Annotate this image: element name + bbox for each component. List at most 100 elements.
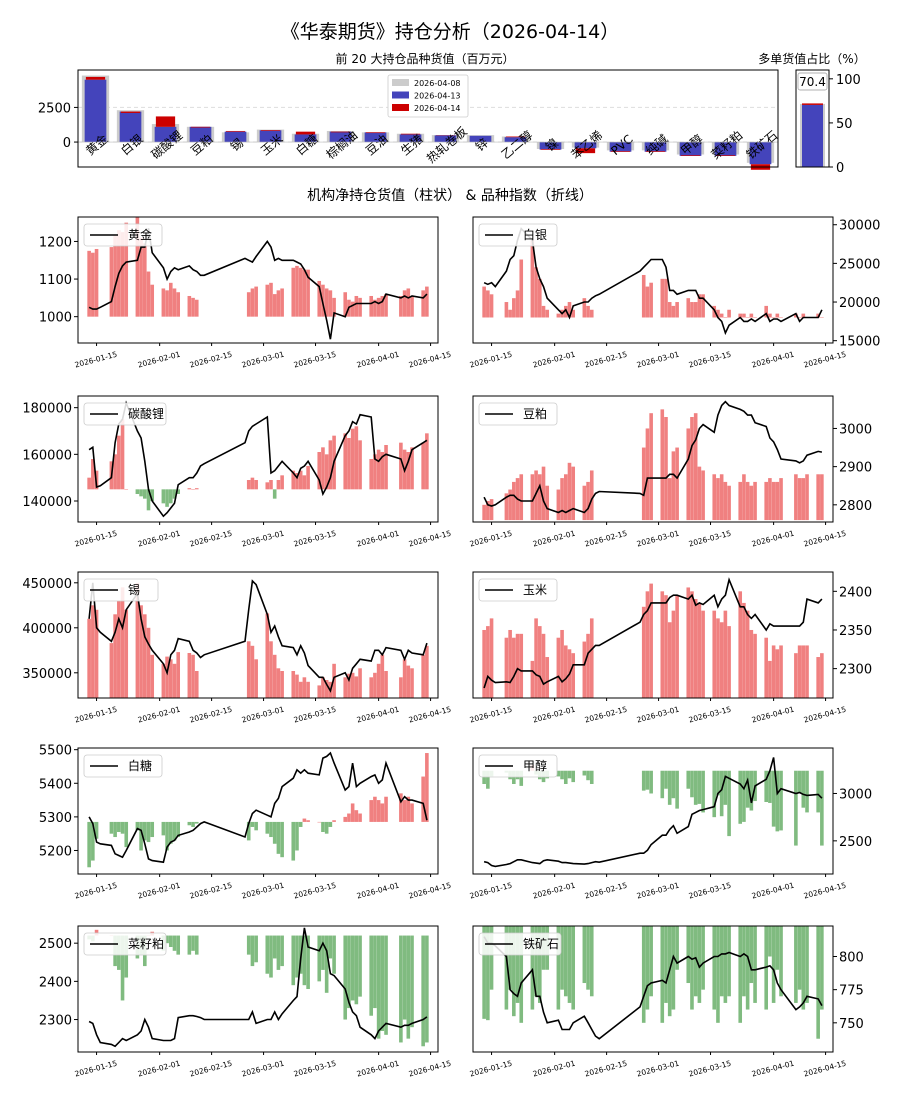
panel-bar bbox=[512, 298, 516, 317]
panel-bar bbox=[779, 771, 783, 831]
panel-bar bbox=[646, 926, 650, 1010]
panel-bar bbox=[247, 936, 251, 955]
top20-bar-d3 bbox=[156, 116, 175, 126]
panel-bar bbox=[727, 926, 731, 996]
panel-bar bbox=[586, 482, 590, 520]
panel-bar bbox=[660, 591, 664, 698]
panel-bar bbox=[277, 668, 281, 698]
panel-bar bbox=[720, 622, 724, 698]
panel-bar bbox=[117, 436, 121, 490]
panel-bar bbox=[269, 283, 273, 317]
panel-bar bbox=[590, 310, 594, 318]
panel-bar bbox=[586, 306, 590, 318]
panel-xtick-label: 2026-04-01 bbox=[751, 705, 796, 725]
panel-bar bbox=[668, 302, 672, 317]
panel-xtick-label: 2026-02-01 bbox=[532, 705, 577, 725]
panel-bar bbox=[772, 771, 776, 827]
panel-bar bbox=[508, 490, 512, 521]
page-title: 《华泰期货》持仓分析（2026-04-14） bbox=[281, 21, 619, 43]
panel-bar bbox=[646, 771, 650, 790]
top20-bar-d3 bbox=[261, 130, 280, 131]
panel-bar bbox=[642, 926, 646, 1023]
panel-xtick-label: 2026-04-15 bbox=[803, 350, 848, 370]
panel-bar bbox=[273, 655, 277, 698]
panel-bar bbox=[321, 936, 325, 970]
panel-xtick-label: 2026-03-15 bbox=[688, 529, 733, 549]
share-chart-title: 多单货值占比（%） bbox=[758, 51, 865, 66]
panel-bar bbox=[701, 611, 705, 698]
panel-bar bbox=[776, 314, 780, 318]
panel-bar bbox=[91, 605, 95, 698]
panel-bar bbox=[377, 936, 381, 1039]
panel-bar bbox=[802, 926, 806, 1010]
panel-bar bbox=[779, 645, 783, 698]
panel-bar bbox=[343, 936, 347, 1020]
panel-bar bbox=[150, 822, 154, 837]
panel-bar bbox=[124, 822, 128, 847]
panel-xtick-label: 2026-02-01 bbox=[137, 705, 182, 725]
panel-bar bbox=[291, 822, 295, 861]
panel-xtick-label: 2026-02-15 bbox=[584, 350, 629, 370]
panel-bar bbox=[351, 673, 355, 698]
panel-bar bbox=[772, 482, 776, 520]
panel-ytick-label: 2300 bbox=[839, 663, 872, 678]
panel-bar bbox=[664, 926, 668, 1003]
panel-bar bbox=[772, 645, 776, 698]
panel-xtick-label: 2026-04-15 bbox=[803, 529, 848, 549]
panel-xtick-label: 2026-03-01 bbox=[241, 881, 286, 901]
panel-bar bbox=[675, 448, 679, 521]
panel-bar bbox=[351, 429, 355, 490]
panel-ytick-label: 2400 bbox=[39, 975, 72, 990]
panel-ytick-label: 5400 bbox=[39, 777, 72, 792]
panel-bar bbox=[590, 771, 594, 784]
panel-bar bbox=[280, 936, 284, 967]
share-bar-d2 bbox=[802, 105, 823, 167]
panel-xtick-label: 2026-01-15 bbox=[74, 705, 119, 725]
panel-bar bbox=[664, 771, 668, 789]
panel-bar bbox=[295, 936, 299, 978]
panel-bar bbox=[377, 800, 381, 822]
panel-bar bbox=[820, 474, 824, 520]
panel-bar bbox=[816, 771, 820, 813]
panel-bar bbox=[798, 478, 802, 520]
panel-bar bbox=[746, 926, 750, 1010]
panel-bar bbox=[564, 645, 568, 698]
panel-bar bbox=[410, 803, 414, 821]
panel-legend-label: 菜籽粕 bbox=[128, 936, 164, 951]
panel-bar bbox=[486, 290, 490, 317]
panel-bar bbox=[399, 443, 403, 490]
panel-bar bbox=[280, 822, 284, 857]
panel-bar bbox=[169, 489, 173, 503]
panel-bar bbox=[162, 288, 166, 316]
top20-category-label: PVC bbox=[608, 132, 635, 158]
panel-xtick-label: 2026-02-01 bbox=[532, 529, 577, 549]
panel-bar bbox=[117, 822, 121, 832]
panel-bar bbox=[147, 272, 151, 317]
panel-bar bbox=[672, 451, 676, 520]
panel-bar bbox=[675, 771, 679, 809]
panel-bar bbox=[303, 270, 307, 317]
panel-bar bbox=[742, 926, 746, 996]
panel-bar bbox=[369, 459, 373, 489]
panel-bar bbox=[280, 671, 284, 698]
panel-bar bbox=[701, 771, 705, 813]
panel-bar bbox=[720, 314, 724, 318]
panel-bar bbox=[143, 243, 147, 316]
panel-bar bbox=[490, 294, 494, 317]
panel-xtick-label: 2026-03-01 bbox=[636, 1059, 681, 1079]
panel-bar bbox=[321, 447, 325, 489]
panel-bar bbox=[303, 677, 307, 698]
panel-xtick-label: 2026-03-01 bbox=[241, 705, 286, 725]
top20-category-label: 乙二醇 bbox=[498, 127, 535, 162]
panel-bar bbox=[742, 474, 746, 520]
panel-bar bbox=[776, 482, 780, 520]
panel-bar bbox=[136, 489, 140, 494]
panel-bar bbox=[410, 668, 414, 698]
panel-bar bbox=[664, 279, 668, 318]
panel-bar bbox=[516, 634, 520, 698]
panel-bar bbox=[329, 290, 333, 316]
